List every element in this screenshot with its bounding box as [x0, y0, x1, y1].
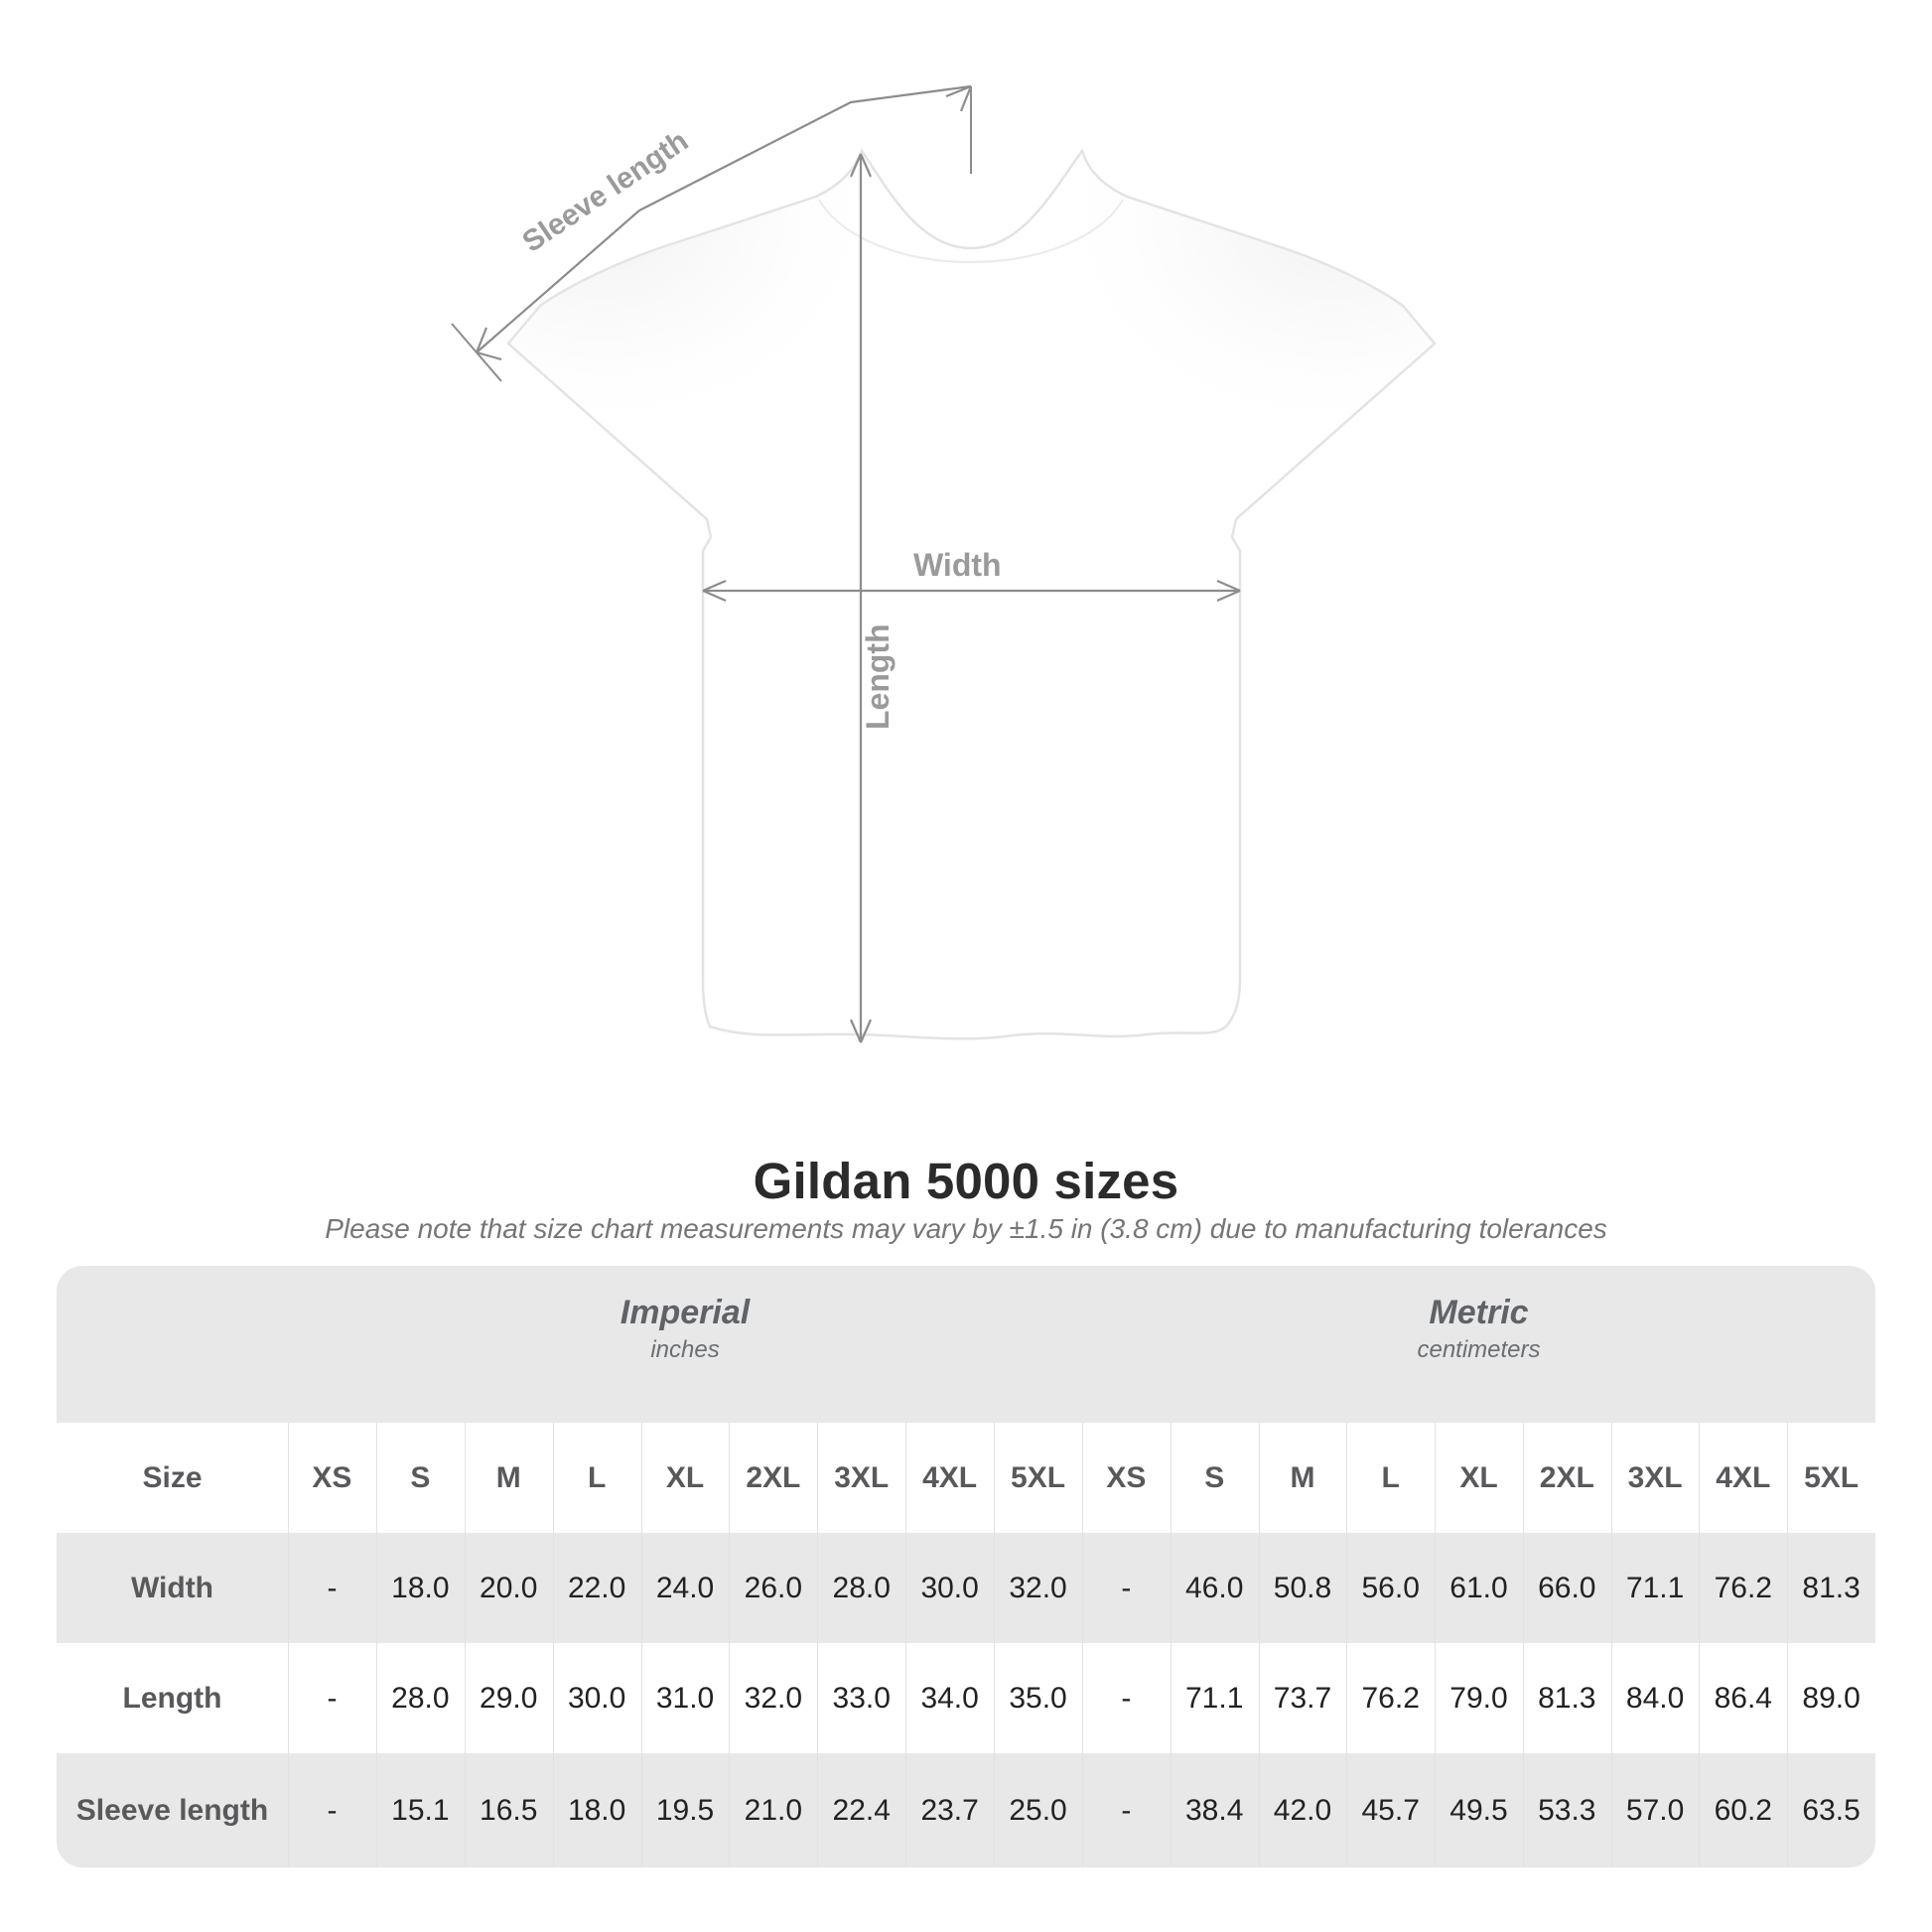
svg-text:Width: Width	[913, 547, 1002, 583]
svg-text:Length: Length	[860, 623, 896, 730]
